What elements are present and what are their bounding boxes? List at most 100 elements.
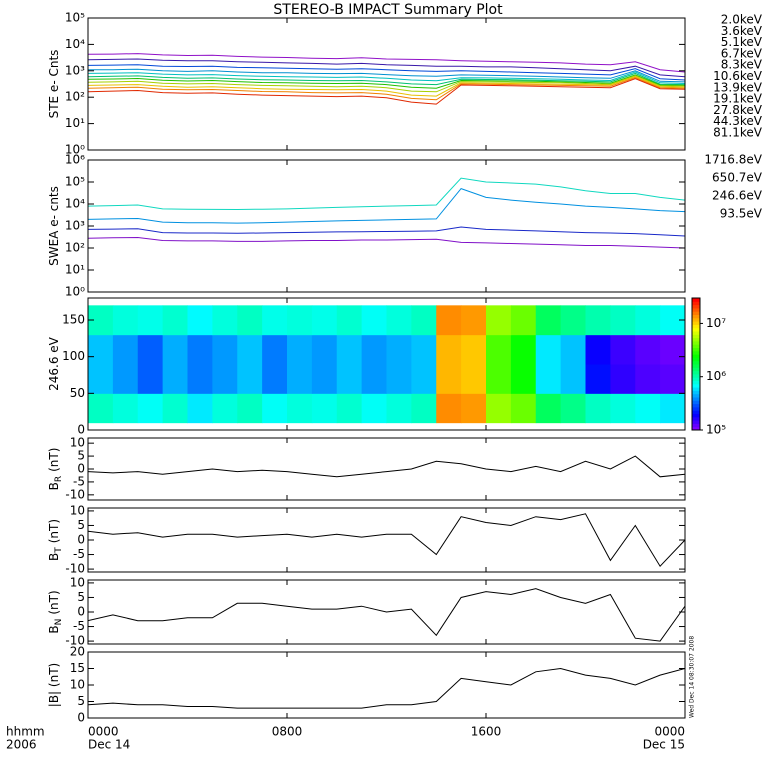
- heat-cell: [411, 305, 437, 336]
- date-label: Dec 14: [88, 738, 130, 752]
- heat-cell: [162, 305, 188, 336]
- y-tick-label: 10: [70, 436, 85, 450]
- y-tick-label: 0: [77, 711, 85, 725]
- heat-cell: [336, 305, 363, 336]
- x-tick-label: 0000: [654, 725, 685, 739]
- title: STEREO-B IMPACT Summary Plot: [273, 2, 503, 18]
- y-tick-label: 10⁴: [65, 37, 85, 51]
- heat-cell: [262, 305, 288, 336]
- colorbar-step: [692, 360, 700, 365]
- heat-cell: [361, 393, 387, 424]
- y-axis-label-main: B: [47, 625, 61, 633]
- colorbar-step: [692, 311, 700, 315]
- plot-area: [88, 667, 685, 709]
- heat-cell: [287, 334, 313, 365]
- line: [88, 68, 685, 83]
- heat-cell: [461, 364, 487, 394]
- y-tick-label: 20: [70, 645, 85, 659]
- legend-label: 13.9keV: [713, 80, 763, 94]
- heat-cell: [635, 393, 661, 424]
- colorbar-step: [692, 416, 700, 421]
- heat-cell: [510, 334, 537, 365]
- colorbar-step: [692, 354, 700, 358]
- y-axis-label: 246.6 eV: [47, 336, 61, 391]
- colorbar-step: [692, 337, 700, 342]
- heat-cell: [112, 364, 139, 394]
- timestamp: Wed Dec 14 08:30:07 2008: [689, 636, 696, 718]
- heat-cell: [411, 364, 437, 394]
- axis-label: 2006: [6, 738, 37, 752]
- colorbar-step: [692, 340, 700, 345]
- colorbar-step: [692, 420, 700, 424]
- y-tick-label: 0: [77, 462, 85, 476]
- y-tick-label: 100: [62, 349, 85, 363]
- heat-cell: [137, 305, 164, 336]
- colorbar-step: [692, 347, 700, 352]
- y-tick-label: 10¹: [65, 116, 85, 130]
- heat-cell: [436, 393, 462, 424]
- colorbar-step: [692, 410, 700, 414]
- heat-cell: [262, 364, 288, 394]
- colorbar-step: [692, 383, 700, 388]
- line: [88, 667, 685, 709]
- plot-area: [88, 513, 685, 568]
- y-tick-label: 5: [77, 590, 85, 604]
- heat-cell: [635, 364, 661, 394]
- colorbar-step: [692, 334, 700, 339]
- y-tick-label: 0: [77, 423, 85, 437]
- heat-cell: [660, 334, 685, 365]
- heat-cell: [212, 364, 238, 394]
- colorbar-label: 10⁵: [706, 423, 726, 437]
- y-tick-label: 10⁰: [65, 285, 85, 299]
- colorbar-step: [692, 370, 700, 375]
- colorbar-step: [692, 397, 700, 401]
- heat-cell: [486, 393, 512, 424]
- y-axis-label: |B| (nT): [47, 663, 61, 707]
- heat-cell: [162, 364, 188, 394]
- colorbar-step: [692, 390, 700, 395]
- heat-cell: [187, 334, 213, 365]
- colorbar-step: [692, 317, 700, 322]
- y-tick-label: 0: [77, 605, 85, 619]
- y-axis-label-unit: (nT): [47, 519, 61, 543]
- line: [88, 188, 685, 224]
- y-tick-label: 10²: [65, 90, 85, 104]
- legend-label: 19.1keV: [713, 92, 763, 106]
- heat-cell: [187, 364, 213, 394]
- heat-cell: [162, 334, 188, 365]
- line: [88, 77, 685, 101]
- heat-cell: [311, 364, 338, 394]
- heat-cell: [610, 364, 636, 394]
- date-label: Dec 15: [643, 738, 685, 752]
- y-axis-label-main: SWEA e- cnts: [47, 186, 61, 266]
- y-axis-label-main: |B| (nT): [47, 663, 61, 707]
- y-axis-label-main: 246.6 eV: [47, 336, 61, 391]
- line: [88, 75, 685, 93]
- heat-cell: [88, 393, 114, 424]
- heat-cell: [535, 393, 562, 424]
- heat-cell: [486, 334, 512, 365]
- colorbar-step: [692, 344, 700, 348]
- plot-area: [88, 177, 685, 249]
- heat-cell: [287, 305, 313, 336]
- plot-area: [88, 588, 685, 642]
- legend-label: 2.0keV: [721, 13, 763, 27]
- heat-cell: [461, 305, 487, 336]
- heat-cell: [610, 305, 636, 336]
- y-tick-label: 10¹: [65, 263, 85, 277]
- line: [88, 513, 685, 568]
- y-tick-label: 10²: [65, 241, 85, 255]
- y-tick-label: 10: [70, 503, 85, 517]
- heat-cell: [237, 393, 263, 424]
- y-axis-label-main: B: [47, 482, 61, 490]
- heat-cell: [137, 364, 164, 394]
- plot-area: [88, 455, 685, 478]
- colorbar-step: [692, 331, 700, 335]
- heat-cell: [386, 305, 412, 336]
- x-tick-label: 0000: [88, 725, 119, 739]
- heat-cell: [361, 334, 387, 365]
- heat-cell: [137, 393, 164, 424]
- legend-label: 8.3keV: [721, 58, 763, 72]
- line: [88, 53, 685, 73]
- heat-cell: [585, 393, 611, 424]
